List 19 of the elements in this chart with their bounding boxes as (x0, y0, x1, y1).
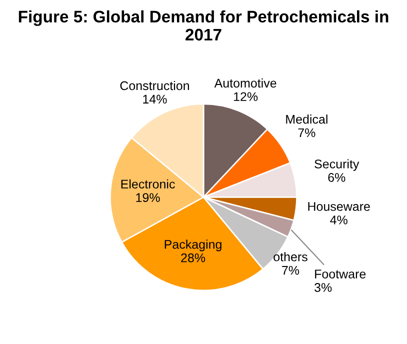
slice-label: Security (314, 159, 360, 171)
slice-label: Footware (315, 270, 366, 278)
slice-label: Construction (120, 80, 189, 90)
data-label: 12% (234, 92, 258, 102)
chart-title: Figure 5: Global Demand for Petrochemicals in 2017 (18, 10, 388, 41)
slice-label: Electronic (121, 179, 175, 189)
data-label: 19% (136, 193, 160, 202)
slice-label: Houseware (308, 202, 370, 211)
data-label: 7% (282, 266, 300, 275)
slice-label: others (274, 252, 308, 262)
data-label: 4% (330, 216, 348, 224)
data-label: 3% (314, 283, 332, 292)
data-label: 6% (328, 173, 346, 182)
slice-label: Medical (286, 114, 328, 124)
data-label: 14% (143, 94, 167, 104)
slice-label: Packaging (164, 240, 222, 252)
data-label: 28% (181, 253, 206, 262)
slice-label: Automotive (214, 78, 276, 88)
data-label: 7% (298, 128, 316, 138)
